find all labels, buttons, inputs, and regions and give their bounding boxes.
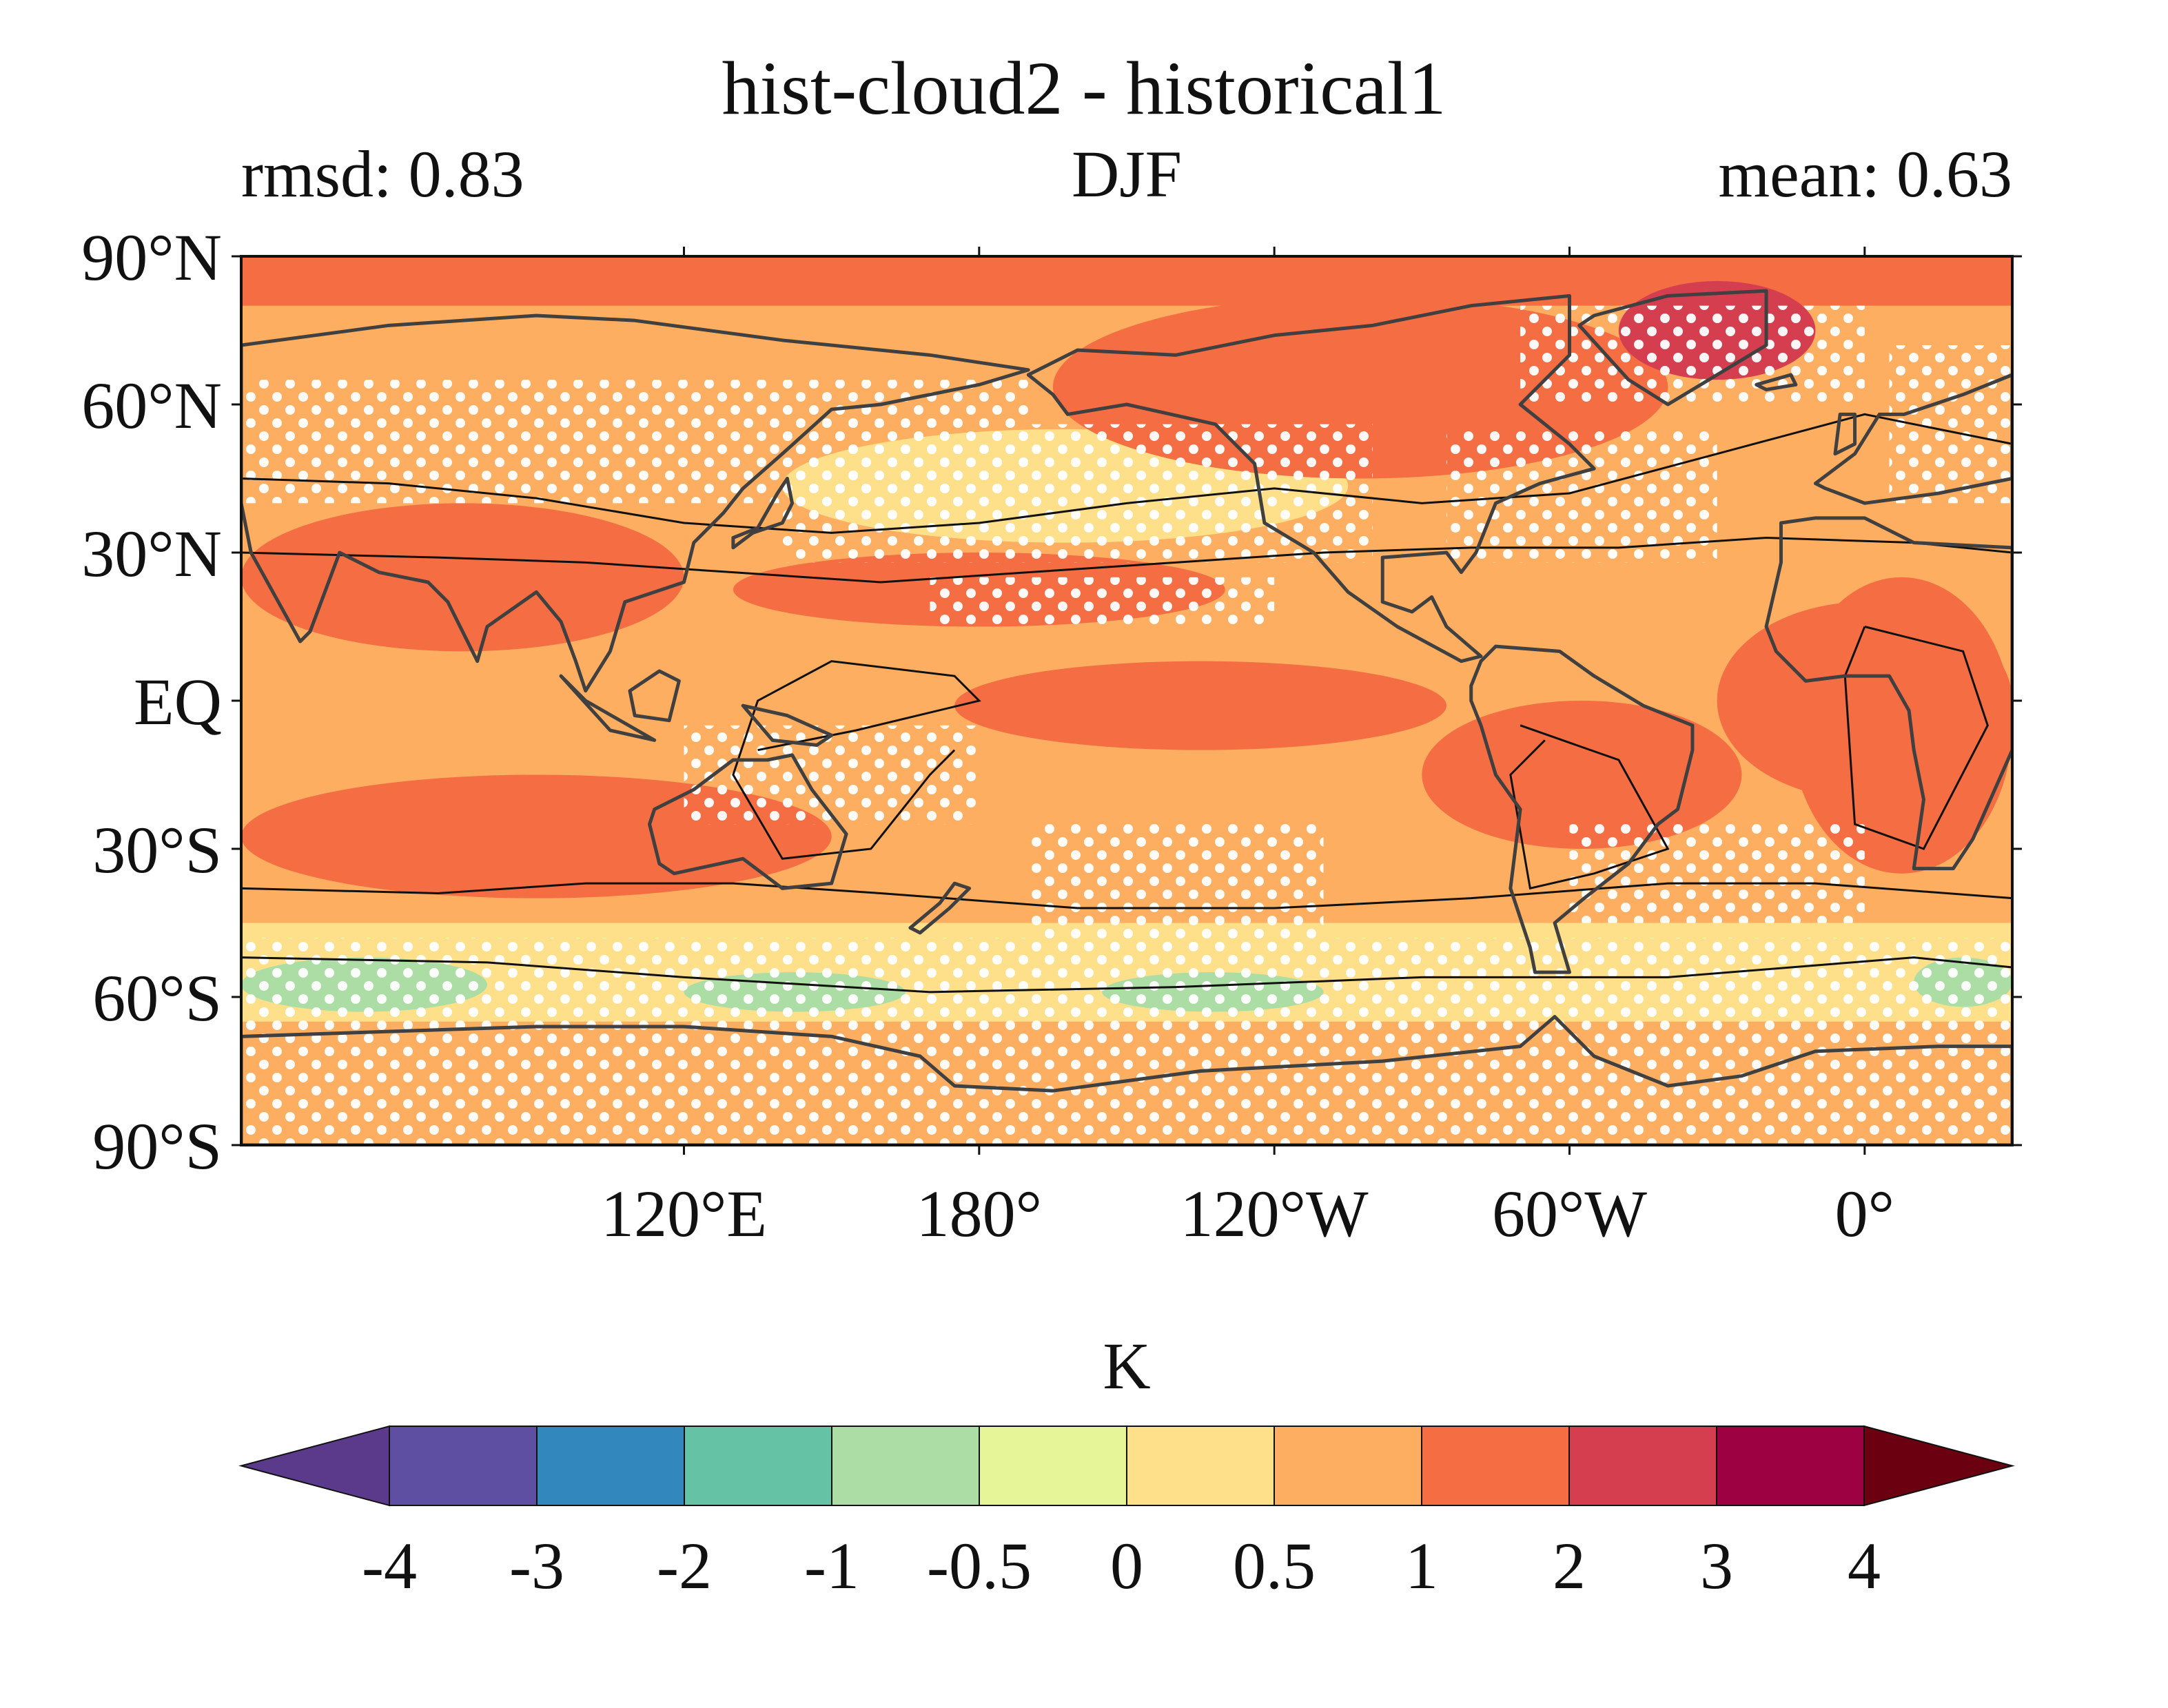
hatch-area-7 (1569, 824, 1865, 923)
colorbar-label: K (1103, 1329, 1150, 1403)
coastline-4 (628, 669, 681, 723)
hatch-area-10 (930, 577, 1275, 627)
colorbar-tick-label: -4 (362, 1529, 417, 1603)
colorbar-under-arrow (238, 1425, 390, 1507)
climatology-contour-1 (241, 536, 2012, 584)
climatology-contour-5 (1509, 724, 1670, 890)
x-tick-label: 180° (917, 1177, 1042, 1251)
coastline-3 (908, 881, 972, 935)
colorbar-tick-label: -2 (657, 1529, 712, 1603)
field-indian-ocean-south-warm (241, 774, 832, 898)
mean-label: mean: 0.63 (1718, 137, 2012, 211)
colorbar-swatch (831, 1426, 980, 1506)
hatch-area-2 (1446, 429, 1717, 563)
climatology-contour-2 (241, 882, 2012, 909)
season-label: DJF (1072, 137, 1182, 211)
colorbar-tick-label: -3 (509, 1529, 564, 1603)
coastline-2 (648, 753, 848, 890)
colorbar-swatches: -4 -3 -2 -1 -0.5 0 0.5 1 2 3 4 (238, 1425, 2015, 1603)
colorbar-tick-label: 0 (1110, 1529, 1143, 1603)
colorbar-swatch (1421, 1426, 1570, 1506)
x-tick-label: 60°W (1492, 1177, 1647, 1251)
map-axes: 120°E 180° 120°W 60°W 0° 90°N 60°N 30°N EQ 30°S 60… (81, 220, 2022, 1251)
y-tick-label: EQ (134, 665, 222, 739)
x-tick-label: 0° (1835, 1177, 1894, 1251)
colorbar-tick-label: -0.5 (927, 1529, 1032, 1603)
y-tick-label: 90°S (92, 1109, 222, 1183)
colorbar-swatch (1274, 1426, 1422, 1506)
climatology-contour-4 (732, 660, 981, 860)
coastlines (241, 289, 2012, 1145)
colorbar-swatch (536, 1426, 685, 1506)
colorbar-swatch (1568, 1426, 1717, 1506)
coastline-5 (559, 674, 657, 742)
climatology-contours (241, 413, 2012, 994)
hatch-area-8 (241, 1007, 2012, 1145)
coastline-10 (1764, 516, 2012, 871)
colorbar-tick-label: 0.5 (1233, 1529, 1316, 1603)
colorbar-tick-label: 3 (1700, 1529, 1733, 1603)
coastline-13 (1833, 412, 1857, 456)
hatch-area-5 (684, 725, 979, 825)
colorbar-swatch (979, 1426, 1127, 1506)
field-south-america-warm (1422, 701, 1742, 849)
coastline-11 (1813, 373, 2012, 505)
colorbar-swatch (389, 1426, 538, 1506)
colorbar-tick-label: -1 (804, 1529, 859, 1603)
coastline-0 (241, 313, 1030, 693)
rmsd-label: rmsd: 0.83 (241, 137, 524, 211)
hatch-area-6 (1028, 824, 1324, 948)
coastline-6 (741, 703, 834, 747)
colorbar-swatch (1126, 1426, 1275, 1506)
x-tick-label: 120°W (1180, 1177, 1369, 1251)
colorbar-swatch (684, 1426, 832, 1506)
hatch-area-9 (241, 938, 2012, 1007)
field-africa-warm (1790, 577, 2012, 874)
coastline-1 (731, 477, 795, 550)
field-tropical-pacific-warm (954, 661, 1447, 750)
colorbar-tick-label: 4 (1848, 1529, 1881, 1603)
y-tick-label: 60°S (92, 961, 222, 1035)
chart-title: hist-cloud2 - historical1 (722, 46, 1446, 130)
y-tick-label: 90°N (81, 220, 222, 294)
coastline-9 (1469, 644, 1695, 974)
y-tick-label: 30°S (92, 813, 222, 887)
colorbar-tick-label: 1 (1405, 1529, 1438, 1603)
coastline-7 (1026, 294, 1596, 663)
map-panel: 120°E 180° 120°W 60°W 0° 90°N 60°N 30°N EQ 30°S 60… (81, 220, 2022, 1251)
y-tick-label: 30°N (81, 517, 222, 590)
colorbar-over-arrow (1863, 1425, 2015, 1507)
coastline-8 (1577, 289, 1768, 407)
climatology-contour-3 (241, 956, 2012, 994)
field-asia-warm (241, 503, 684, 652)
colorbar-swatch (1716, 1426, 1865, 1506)
colorbar: K -4 -3 -2 -1 -0.5 0 0.5 1 2 3 4 (238, 1329, 2015, 1603)
y-tick-label: 60°N (81, 369, 222, 442)
x-tick-label: 120°E (601, 1177, 767, 1251)
climatology-contour-0 (241, 413, 2012, 534)
coastline-12 (241, 1015, 2012, 1145)
colorbar-tick-label: 2 (1553, 1529, 1586, 1603)
significance-hatching (241, 305, 2012, 1145)
hatch-area-1 (782, 424, 1373, 563)
hatch-area-4 (1889, 345, 2012, 504)
coastline-14 (1755, 373, 1798, 391)
